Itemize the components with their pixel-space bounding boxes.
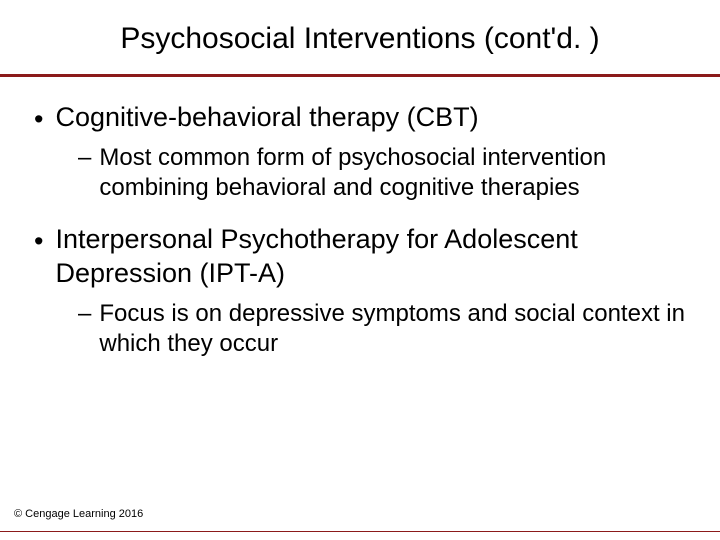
bullet-item: • Cognitive-behavioral therapy (CBT) <box>34 101 686 135</box>
sub-bullet-text: Most common form of psychosocial interve… <box>99 143 686 203</box>
slide-title: Psychosocial Interventions (cont'd. ) <box>0 0 720 74</box>
sub-bullet-marker: – <box>78 299 91 329</box>
sub-bullet-text: Focus is on depressive symptoms and soci… <box>99 299 686 359</box>
bullet-marker: • <box>34 103 43 135</box>
bullet-marker: • <box>34 225 43 257</box>
sub-bullet-item: – Most common form of psychosocial inter… <box>34 143 686 203</box>
slide-content: • Cognitive-behavioral therapy (CBT) – M… <box>0 77 720 359</box>
bullet-item: • Interpersonal Psychotherapy for Adoles… <box>34 223 686 291</box>
sub-bullet-marker: – <box>78 143 91 173</box>
copyright-text: © Cengage Learning 2016 <box>14 508 143 520</box>
bullet-text: Interpersonal Psychotherapy for Adolesce… <box>55 223 686 291</box>
bottom-divider <box>0 531 720 532</box>
bullet-text: Cognitive-behavioral therapy (CBT) <box>55 101 478 135</box>
sub-bullet-item: – Focus is on depressive symptoms and so… <box>34 299 686 359</box>
